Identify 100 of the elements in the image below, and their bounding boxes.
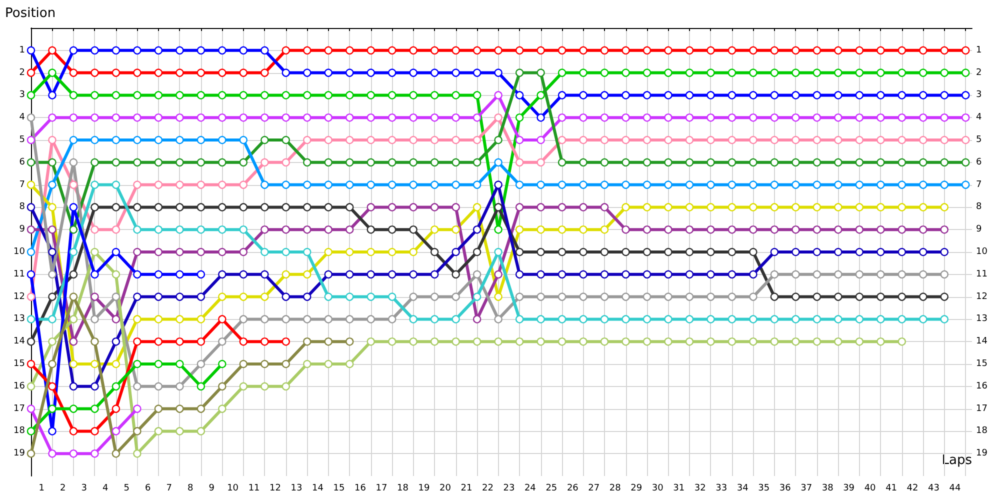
point bbox=[346, 248, 354, 256]
point bbox=[133, 68, 142, 77]
point bbox=[388, 114, 396, 122]
x-tick-label: 1 bbox=[38, 484, 44, 494]
point bbox=[112, 338, 120, 346]
y2-tick-label: 2 bbox=[976, 68, 982, 78]
point bbox=[176, 338, 184, 346]
point bbox=[876, 158, 885, 166]
point bbox=[685, 292, 694, 301]
point bbox=[812, 180, 822, 189]
point bbox=[664, 136, 672, 144]
y-tick-label: 17 bbox=[14, 404, 25, 414]
point bbox=[940, 226, 948, 234]
point bbox=[48, 91, 56, 100]
point bbox=[494, 180, 502, 189]
point bbox=[133, 136, 142, 144]
point bbox=[876, 226, 885, 234]
x-tick-label: 35 bbox=[758, 484, 770, 494]
point bbox=[494, 338, 502, 346]
point bbox=[940, 180, 948, 189]
y2-tick-label: 6 bbox=[976, 157, 982, 168]
point bbox=[919, 91, 928, 100]
point bbox=[218, 248, 226, 256]
point bbox=[642, 114, 652, 122]
point bbox=[536, 270, 545, 278]
point bbox=[196, 315, 206, 324]
point bbox=[770, 270, 779, 278]
point bbox=[812, 46, 822, 54]
point bbox=[919, 46, 928, 54]
point bbox=[388, 270, 396, 278]
y2-tick-label: 19 bbox=[976, 448, 988, 459]
point bbox=[366, 136, 375, 144]
point bbox=[176, 248, 184, 256]
point bbox=[218, 114, 226, 122]
point bbox=[154, 180, 163, 189]
point bbox=[196, 91, 206, 100]
point bbox=[940, 315, 948, 324]
point bbox=[706, 91, 715, 100]
point bbox=[622, 338, 630, 346]
point bbox=[239, 46, 248, 54]
point bbox=[919, 226, 928, 234]
point bbox=[196, 382, 206, 390]
point bbox=[855, 136, 864, 144]
point bbox=[792, 338, 800, 346]
x-tick-label: 7 bbox=[166, 484, 172, 494]
point bbox=[218, 382, 226, 390]
point bbox=[919, 114, 928, 122]
x-tick-label: 14 bbox=[312, 484, 324, 494]
point bbox=[494, 91, 502, 100]
point bbox=[112, 114, 120, 122]
point bbox=[919, 248, 928, 256]
point bbox=[90, 68, 99, 77]
point bbox=[472, 338, 482, 346]
point bbox=[218, 46, 226, 54]
point bbox=[48, 46, 56, 54]
point bbox=[940, 270, 948, 278]
point bbox=[706, 315, 715, 324]
point bbox=[452, 180, 460, 189]
point bbox=[409, 91, 418, 100]
point bbox=[812, 338, 822, 346]
point bbox=[346, 315, 354, 324]
point bbox=[196, 158, 206, 166]
point bbox=[282, 382, 290, 390]
x-tick-label: 33 bbox=[716, 484, 728, 494]
point bbox=[642, 180, 652, 189]
point bbox=[48, 114, 56, 122]
point bbox=[26, 68, 36, 77]
point bbox=[515, 180, 524, 189]
point bbox=[48, 226, 56, 234]
point bbox=[282, 338, 290, 346]
point bbox=[69, 360, 78, 368]
point bbox=[112, 315, 120, 324]
point bbox=[494, 270, 502, 278]
point bbox=[196, 404, 206, 413]
point bbox=[558, 292, 566, 301]
point bbox=[69, 91, 78, 100]
point bbox=[282, 315, 290, 324]
y-tick-label: 2 bbox=[19, 68, 25, 78]
point bbox=[770, 338, 779, 346]
point bbox=[218, 203, 226, 212]
point bbox=[664, 203, 672, 212]
point bbox=[218, 136, 226, 144]
point bbox=[494, 68, 502, 77]
point bbox=[706, 226, 715, 234]
point bbox=[855, 248, 864, 256]
point bbox=[430, 136, 439, 144]
point bbox=[196, 114, 206, 122]
point bbox=[239, 360, 248, 368]
point bbox=[154, 292, 163, 301]
point bbox=[472, 136, 482, 144]
point bbox=[69, 270, 78, 278]
point bbox=[558, 91, 566, 100]
point bbox=[749, 180, 758, 189]
point bbox=[834, 338, 842, 346]
point bbox=[48, 203, 56, 212]
point bbox=[622, 46, 630, 54]
point bbox=[388, 338, 396, 346]
point bbox=[324, 91, 332, 100]
point bbox=[154, 270, 163, 278]
point bbox=[303, 270, 312, 278]
